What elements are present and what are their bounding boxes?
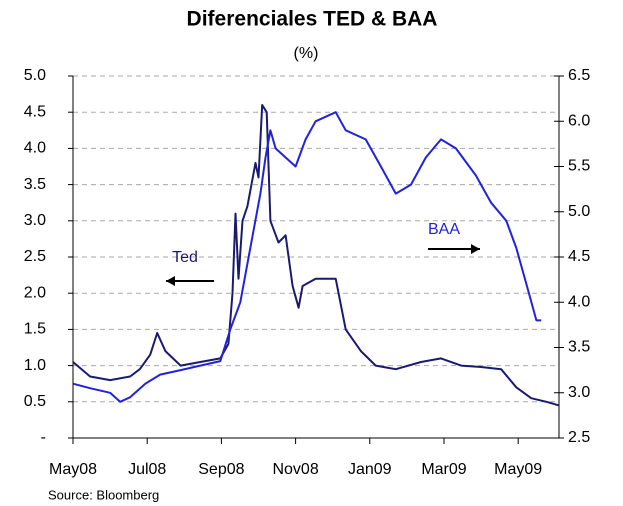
annotation: BAA <box>428 221 460 238</box>
x-tick-label: May08 <box>49 461 97 478</box>
y-tick-label: 4.5 <box>24 103 46 120</box>
x-tick-label: May09 <box>494 461 542 478</box>
x-tick-label: Jul08 <box>128 461 166 478</box>
y2-tick-label: 5.0 <box>568 203 590 220</box>
chart-title: Diferenciales TED & BAA <box>187 8 438 31</box>
y2-tick-label: 2.5 <box>568 429 590 446</box>
y2-tick-label: 5.5 <box>568 158 590 175</box>
y-tick-label: 0.5 <box>24 393 46 410</box>
y2-tick-label: 6.5 <box>568 67 590 84</box>
line-series <box>72 111 542 403</box>
y-tick-label: 1.5 <box>24 321 46 338</box>
y-tick-label: - <box>41 429 46 446</box>
arrow-head <box>471 244 480 254</box>
line-series <box>72 104 560 407</box>
y2-tick-label: 6.0 <box>568 112 590 129</box>
y2-tick-label: 4.5 <box>568 248 590 265</box>
x-tick-label: Jan09 <box>348 461 392 478</box>
y-tick-label: 2.0 <box>24 284 46 301</box>
y-tick-label: 1.0 <box>24 357 46 374</box>
source-note: Source: Bloomberg <box>48 487 159 502</box>
y2-tick-label: 3.5 <box>568 339 590 356</box>
chart-subtitle: (%) <box>294 45 319 62</box>
y2-tick-label: 4.0 <box>568 293 590 310</box>
x-tick-label: Mar09 <box>421 461 466 478</box>
y-tick-label: 5.0 <box>24 67 46 84</box>
x-tick-label: Sep08 <box>198 461 244 478</box>
x-tick-label: Nov08 <box>272 461 318 478</box>
annotation: Ted <box>172 249 198 266</box>
arrow-head <box>166 276 175 286</box>
y-tick-label: 3.0 <box>24 212 46 229</box>
y-tick-label: 3.5 <box>24 176 46 193</box>
y-tick-label: 4.0 <box>24 140 46 157</box>
y-tick-label: 2.5 <box>24 248 46 265</box>
y2-tick-label: 3.0 <box>568 384 590 401</box>
